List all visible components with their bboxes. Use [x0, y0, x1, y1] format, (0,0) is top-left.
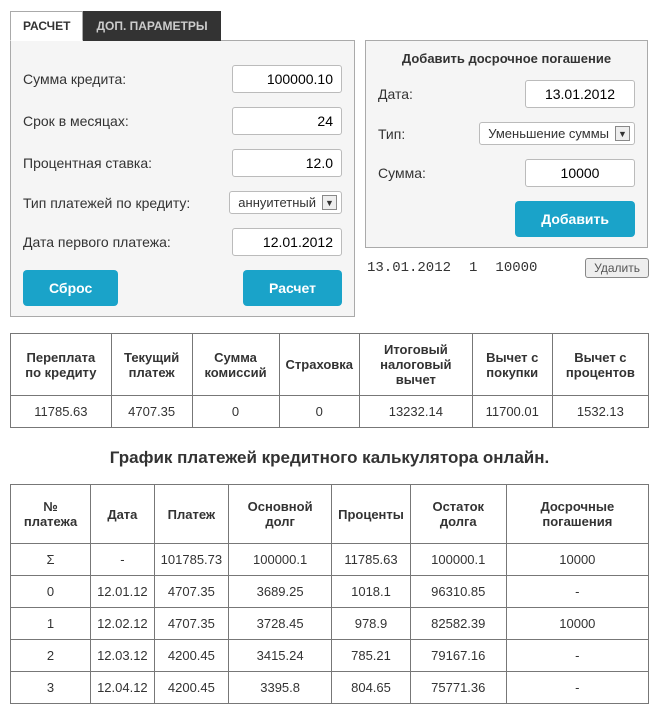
schedule-cell: 3395.8: [229, 672, 332, 704]
schedule-cell: 101785.73: [154, 544, 228, 576]
first-date-input[interactable]: [232, 228, 342, 256]
table-row: 312.04.124200.453395.8804.6575771.36-: [11, 672, 649, 704]
schedule-cell: 978.9: [332, 608, 411, 640]
schedule-cell: 4200.45: [154, 640, 228, 672]
prepay-list-row: 13.01.2012 1 10000 Удалить: [365, 258, 649, 278]
summary-header: Текущий платеж: [111, 334, 192, 396]
summary-cell: 0: [279, 396, 360, 428]
schedule-cell: 4200.45: [154, 672, 228, 704]
schedule-cell: 10000: [506, 544, 648, 576]
calc-panel: РАСЧЕТ ДОП. ПАРАМЕТРЫ Сумма кредита: Сро…: [10, 40, 355, 317]
prepayment-column: Добавить досрочное погашение Дата: Тип: …: [365, 40, 649, 278]
prepay-row-date: 13.01.2012: [367, 260, 451, 276]
summary-header: Вычет с процентов: [552, 334, 648, 396]
schedule-cell: 100000.1: [229, 544, 332, 576]
term-label: Срок в месяцах:: [23, 113, 129, 129]
prepay-sum-label: Сумма:: [378, 165, 426, 181]
schedule-cell: -: [506, 576, 648, 608]
schedule-cell: 785.21: [332, 640, 411, 672]
schedule-header: Остаток долга: [410, 485, 506, 544]
summary-header: Переплата по кредиту: [11, 334, 112, 396]
loan-sum-label: Сумма кредита:: [23, 71, 126, 87]
loan-sum-input[interactable]: [232, 65, 342, 93]
schedule-cell: 2: [11, 640, 91, 672]
prepay-type-value: Уменьшение суммы: [488, 126, 609, 141]
rate-input[interactable]: [232, 149, 342, 177]
summary-header: Вычет с покупки: [472, 334, 552, 396]
delete-button[interactable]: Удалить: [585, 258, 649, 278]
tab-calc[interactable]: РАСЧЕТ: [10, 11, 83, 41]
term-input[interactable]: [232, 107, 342, 135]
schedule-cell: 12.03.12: [91, 640, 155, 672]
add-button[interactable]: Добавить: [515, 201, 635, 237]
calc-button[interactable]: Расчет: [243, 270, 342, 306]
schedule-cell: 75771.36: [410, 672, 506, 704]
schedule-cell: 100000.1: [410, 544, 506, 576]
schedule-cell: 82582.39: [410, 608, 506, 640]
rate-label: Процентная ставка:: [23, 155, 152, 171]
schedule-cell: -: [506, 672, 648, 704]
summary-cell: 13232.14: [360, 396, 473, 428]
schedule-header: Платеж: [154, 485, 228, 544]
schedule-cell: 12.01.12: [91, 576, 155, 608]
payment-type-label: Тип платежей по кредиту:: [23, 195, 190, 211]
prepay-row-sum: 10000: [495, 260, 537, 276]
schedule-cell: 804.65: [332, 672, 411, 704]
tab-extra[interactable]: ДОП. ПАРАМЕТРЫ: [83, 11, 220, 41]
summary-table: Переплата по кредитуТекущий платежСумма …: [10, 333, 649, 428]
schedule-header: № платежа: [11, 485, 91, 544]
first-date-label: Дата первого платежа:: [23, 234, 171, 250]
schedule-cell: -: [506, 640, 648, 672]
prepay-type-label: Тип:: [378, 126, 405, 142]
table-row: 212.03.124200.453415.24785.2179167.16-: [11, 640, 649, 672]
prepay-date-label: Дата:: [378, 86, 413, 102]
chevron-down-icon: ▼: [615, 126, 630, 141]
schedule-cell: 79167.16: [410, 640, 506, 672]
schedule-cell: -: [91, 544, 155, 576]
schedule-cell: 12.02.12: [91, 608, 155, 640]
summary-cell: 0: [192, 396, 279, 428]
reset-button[interactable]: Сброс: [23, 270, 118, 306]
schedule-cell: 0: [11, 576, 91, 608]
prepay-sum-input[interactable]: [525, 159, 635, 187]
schedule-cell: 1018.1: [332, 576, 411, 608]
summary-cell: 11700.01: [472, 396, 552, 428]
payment-type-value: аннуитетный: [238, 195, 316, 210]
schedule-header: Досрочные погашения: [506, 485, 648, 544]
summary-header: Итоговый налоговый вычет: [360, 334, 473, 396]
schedule-cell: 3689.25: [229, 576, 332, 608]
summary-header: Сумма комиссий: [192, 334, 279, 396]
schedule-cell: 10000: [506, 608, 648, 640]
summary-cell: 11785.63: [11, 396, 112, 428]
schedule-cell: 3728.45: [229, 608, 332, 640]
summary-cell: 4707.35: [111, 396, 192, 428]
prepayment-panel: Добавить досрочное погашение Дата: Тип: …: [365, 40, 648, 248]
schedule-title: График платежей кредитного калькулятора …: [10, 448, 649, 468]
schedule-cell: 11785.63: [332, 544, 411, 576]
schedule-cell: Σ: [11, 544, 91, 576]
summary-header: Страховка: [279, 334, 360, 396]
schedule-cell: 1: [11, 608, 91, 640]
schedule-cell: 4707.35: [154, 608, 228, 640]
summary-cell: 1532.13: [552, 396, 648, 428]
table-row: Σ-101785.73100000.111785.63100000.110000: [11, 544, 649, 576]
table-row: 012.01.124707.353689.251018.196310.85-: [11, 576, 649, 608]
prepay-type-select[interactable]: Уменьшение суммы ▼: [479, 122, 635, 145]
schedule-table: № платежаДатаПлатежОсновной долгПроценты…: [10, 484, 649, 704]
schedule-header: Основной долг: [229, 485, 332, 544]
schedule-cell: 96310.85: [410, 576, 506, 608]
schedule-cell: 4707.35: [154, 576, 228, 608]
prepay-date-input[interactable]: [525, 80, 635, 108]
table-row: 112.02.124707.353728.45978.982582.391000…: [11, 608, 649, 640]
chevron-down-icon: ▼: [322, 195, 337, 210]
prepay-row-n: 1: [469, 260, 477, 276]
schedule-header: Дата: [91, 485, 155, 544]
schedule-cell: 3: [11, 672, 91, 704]
schedule-cell: 3415.24: [229, 640, 332, 672]
schedule-cell: 12.04.12: [91, 672, 155, 704]
schedule-header: Проценты: [332, 485, 411, 544]
payment-type-select[interactable]: аннуитетный ▼: [229, 191, 342, 214]
prepayment-title: Добавить досрочное погашение: [378, 51, 635, 66]
